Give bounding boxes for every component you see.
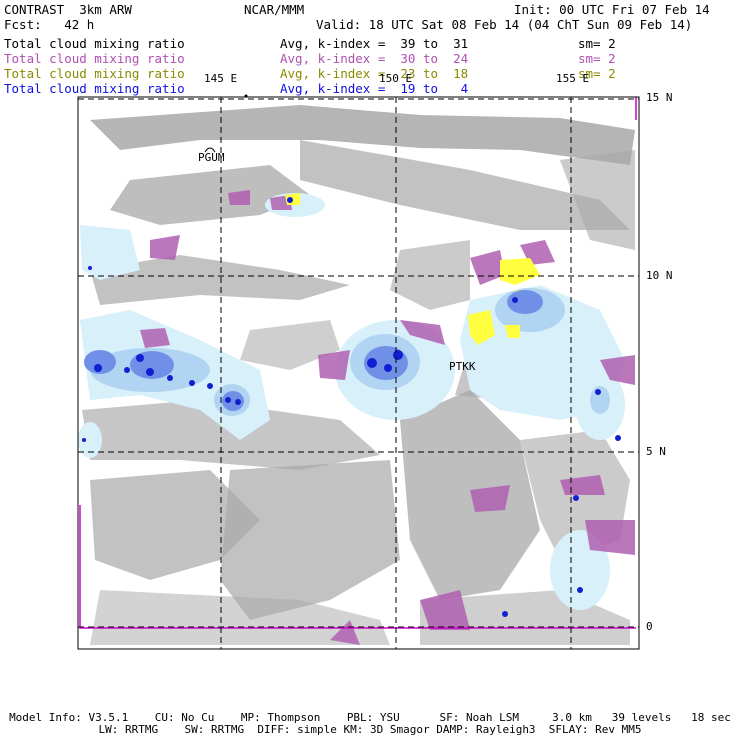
model-info-line-1: Model Info: V3.5.1 CU: No Cu MP: Thompso… <box>9 711 731 724</box>
lat-label-15n: 15 N <box>646 91 673 104</box>
coastline-lines <box>79 97 637 629</box>
init-time: Init: 00 UTC Fri 07 Feb 14 <box>514 2 710 17</box>
lat-label-5n: 5 N <box>646 445 666 458</box>
field-2-smooth: sm= 2 <box>578 51 616 66</box>
field-4-range: Avg, k-index = 19 to 4 <box>280 81 469 96</box>
lat-label-10n: 10 N <box>646 269 673 282</box>
field-1-name: Total cloud mixing ratio <box>4 36 185 51</box>
field-3-smooth: sm= 2 <box>578 66 616 81</box>
lat-label-equator: 0 <box>646 620 653 633</box>
station-pgum-label: PGUM <box>198 151 225 164</box>
forecast-hour: Fcst: 42 h <box>4 17 95 32</box>
valid-time: Valid: 18 UTC Sat 08 Feb 14 (04 ChT Sun … <box>316 17 693 32</box>
field-1-range: Avg, k-index = 39 to 31 <box>280 36 469 51</box>
field-3-range: Avg, k-index = 23 to 18 <box>280 66 469 81</box>
station-ptkk-label: PTKK <box>449 360 476 373</box>
field-2-name: Total cloud mixing ratio <box>4 51 185 66</box>
lon-label-150e: 150 E <box>379 72 413 85</box>
field-3-name: Total cloud mixing ratio <box>4 66 185 81</box>
product-title: CONTRAST 3km ARW <box>4 2 132 17</box>
model-info-line-2: LW: RRTMG SW: RRTMG DIFF: simple KM: 3D … <box>98 723 642 736</box>
pgum-marker <box>204 147 216 153</box>
field-1-smooth: sm= 2 <box>578 36 616 51</box>
yellow-cloud-areas <box>285 193 540 345</box>
cloud-field-layer <box>78 105 635 645</box>
lat-lon-grid <box>78 97 639 649</box>
field-4-name: Total cloud mixing ratio <box>4 81 185 96</box>
map-frame <box>77 96 640 650</box>
field-2-range: Avg, k-index = 30 to 24 <box>280 51 469 66</box>
center-label: NCAR/MMM <box>244 2 305 17</box>
lon-label-155e: 155 E <box>556 72 590 85</box>
lon-label-145e: 145 E <box>204 72 238 85</box>
